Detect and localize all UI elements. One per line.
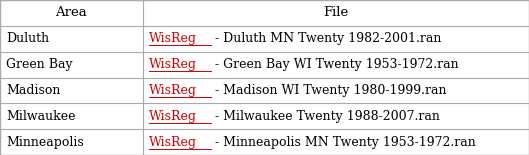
Text: File: File <box>323 6 349 19</box>
Text: Madison: Madison <box>6 84 61 97</box>
Text: - Milwaukee Twenty 1988-2007.ran: - Milwaukee Twenty 1988-2007.ran <box>211 110 440 123</box>
Text: Area: Area <box>56 6 87 19</box>
Text: - Madison WI Twenty 1980-1999.ran: - Madison WI Twenty 1980-1999.ran <box>211 84 446 97</box>
Text: WisReg: WisReg <box>149 84 197 97</box>
Text: WisReg: WisReg <box>149 58 197 71</box>
Text: Duluth: Duluth <box>6 32 50 45</box>
Text: Milwaukee: Milwaukee <box>6 110 76 123</box>
Text: Minneapolis: Minneapolis <box>6 136 84 149</box>
Text: - Minneapolis MN Twenty 1953-1972.ran: - Minneapolis MN Twenty 1953-1972.ran <box>211 136 476 149</box>
Text: WisReg: WisReg <box>149 136 197 149</box>
Text: - Duluth MN Twenty 1982-2001.ran: - Duluth MN Twenty 1982-2001.ran <box>211 32 442 45</box>
Text: - Green Bay WI Twenty 1953-1972.ran: - Green Bay WI Twenty 1953-1972.ran <box>211 58 459 71</box>
Text: Green Bay: Green Bay <box>6 58 73 71</box>
Text: WisReg: WisReg <box>149 110 197 123</box>
Text: WisReg: WisReg <box>149 32 197 45</box>
